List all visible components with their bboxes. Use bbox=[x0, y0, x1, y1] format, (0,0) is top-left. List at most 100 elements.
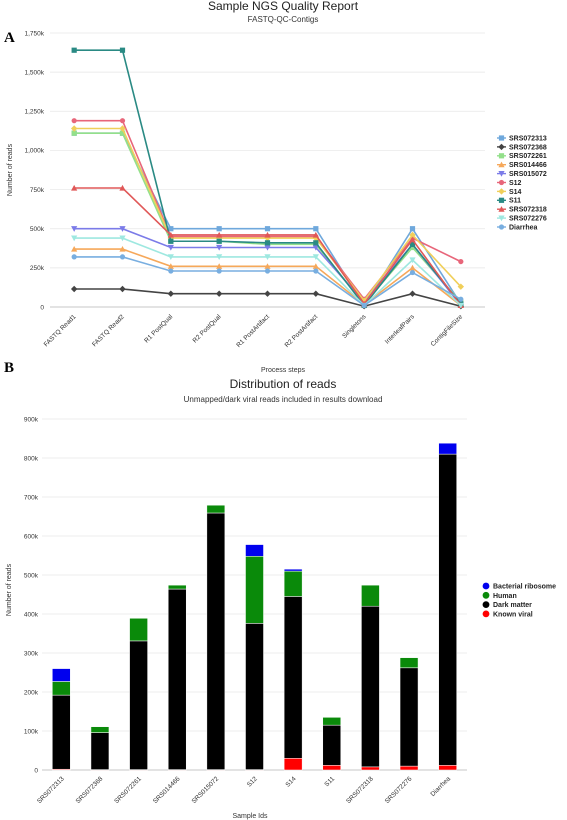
bar-segment-known-viral bbox=[322, 765, 342, 771]
line-point bbox=[71, 254, 77, 260]
line-point bbox=[312, 231, 319, 238]
legend-item-dark-matter: Dark matter bbox=[482, 601, 532, 609]
bar-chart-y-tick-label: 0 bbox=[34, 767, 38, 774]
line-point bbox=[119, 285, 126, 293]
legend-item-s12: S12 bbox=[497, 179, 522, 187]
line-chart-y-axis-label: Number of reads bbox=[7, 143, 14, 196]
line-point bbox=[409, 257, 416, 264]
line-point bbox=[215, 290, 223, 297]
legend-item-srs072313: SRS072313 bbox=[497, 135, 547, 142]
line-point bbox=[119, 130, 126, 136]
bar-segment-bacterial-ribosome bbox=[52, 668, 71, 682]
bar-segment-dark-matter bbox=[167, 588, 187, 770]
line-point bbox=[216, 238, 222, 244]
bar-chart-x-tick-label: S11 bbox=[323, 775, 336, 788]
bar-segment-dark-matter bbox=[52, 694, 71, 770]
line-point bbox=[167, 231, 174, 238]
line-point bbox=[71, 226, 78, 232]
legend-label: Known viral bbox=[493, 611, 533, 618]
line-point bbox=[216, 231, 223, 238]
line-chart-y-tick-label: 750k bbox=[30, 187, 45, 194]
line-point bbox=[71, 47, 77, 53]
bar-chart-y-tick-label: 500k bbox=[24, 572, 39, 579]
bar-chart-x-tick-label: Diarrhea bbox=[430, 775, 453, 798]
legend-label: SRS072276 bbox=[509, 216, 547, 223]
line-point bbox=[167, 254, 174, 260]
bar-segment-human bbox=[399, 657, 419, 669]
legend-item-bacterial-ribosome: Bacterial ribosome bbox=[482, 582, 556, 591]
line-chart-x-axis-label: Process steps bbox=[261, 367, 305, 374]
legend-item-known-viral: Known viral bbox=[482, 610, 533, 618]
legend-marker bbox=[498, 171, 505, 177]
line-point bbox=[216, 268, 222, 274]
line-series-srs072261 bbox=[71, 130, 464, 307]
line-point bbox=[409, 244, 416, 251]
line-chart-subtitle: FASTQ-QC-Contigs bbox=[248, 15, 319, 24]
line-point bbox=[312, 254, 319, 260]
line-point bbox=[264, 240, 271, 246]
line-point bbox=[313, 240, 319, 246]
bar-chart-y-tick-label: 900k bbox=[24, 416, 39, 423]
line-point bbox=[216, 263, 223, 269]
line-point bbox=[167, 290, 175, 297]
line-point bbox=[409, 231, 416, 239]
legend-label: SRS015072 bbox=[509, 171, 547, 178]
line-point bbox=[119, 184, 126, 191]
line-point bbox=[216, 226, 222, 232]
legend-label: S11 bbox=[509, 198, 521, 205]
line-chart-x-tick-label: Singletons bbox=[341, 313, 368, 340]
bar-segment-known-viral bbox=[283, 758, 303, 771]
bar-segment-human bbox=[361, 584, 380, 607]
bar-segment-dark-matter bbox=[129, 640, 148, 770]
bar-chart-y-tick-label: 800k bbox=[24, 455, 39, 462]
bar-segment-dark-matter bbox=[206, 512, 226, 770]
legend-label: Diarrhea bbox=[509, 224, 538, 231]
line-point bbox=[119, 47, 126, 53]
line-point bbox=[119, 254, 126, 260]
bar-chart-y-tick-label: 100k bbox=[24, 728, 39, 735]
line-chart-y-tick-label: 500k bbox=[30, 226, 45, 233]
line-point bbox=[409, 241, 416, 247]
bar-chart-x-tick-label: SRS072368 bbox=[75, 775, 105, 805]
line-point bbox=[71, 235, 78, 242]
bar-chart-x-tick-label: SRS072313 bbox=[36, 775, 66, 805]
line-point bbox=[168, 238, 174, 244]
bar-chart-y-tick-label: 700k bbox=[24, 494, 39, 501]
line-point bbox=[119, 226, 126, 232]
bar-chart-x-tick-label: SRS072261 bbox=[113, 775, 143, 805]
line-chart-x-tick-label: R1 PostArtifact bbox=[235, 313, 271, 349]
line-point bbox=[458, 258, 464, 265]
line-point bbox=[313, 226, 319, 232]
line-series-srs072368 bbox=[70, 285, 465, 310]
line-point bbox=[457, 283, 465, 290]
line-point bbox=[457, 302, 464, 309]
legend-item-s14: S14 bbox=[497, 188, 522, 196]
line-point bbox=[70, 285, 78, 293]
line-chart-x-tick-label: FASTQ Read1 bbox=[43, 313, 78, 348]
bar-segment-dark-matter bbox=[322, 724, 342, 766]
bar-segment-known-viral bbox=[361, 766, 380, 771]
bar-chart-title: Distribution of reads bbox=[230, 377, 337, 391]
bar-segment-human bbox=[206, 504, 226, 514]
bar-chart-x-tick-label: SRS072318 bbox=[345, 775, 375, 805]
legend-label: S14 bbox=[509, 189, 522, 196]
bar-segment-human bbox=[245, 556, 264, 624]
legend-label: Bacterial ribosome bbox=[493, 584, 556, 591]
line-point bbox=[409, 264, 416, 271]
line-point bbox=[409, 236, 416, 243]
legend-marker bbox=[498, 224, 505, 230]
line-point bbox=[168, 268, 174, 274]
line-point bbox=[168, 226, 174, 232]
legend-item-diarrhea: Diarrhea bbox=[497, 224, 538, 231]
line-point bbox=[264, 254, 271, 260]
legend-item-srs072276: SRS072276 bbox=[497, 215, 547, 223]
line-point bbox=[409, 290, 416, 297]
legend-dot bbox=[482, 610, 490, 618]
line-chart-x-tick-label: R1 PostQual bbox=[143, 313, 174, 344]
line-chart-x-tick-label: FASTQ Read2 bbox=[91, 313, 126, 348]
line-point bbox=[361, 302, 367, 309]
legend-label: SRS072368 bbox=[509, 144, 547, 151]
line-chart-title: Sample NGS Quality Report bbox=[208, 0, 359, 13]
bar-chart-y-tick-label: 300k bbox=[24, 650, 39, 657]
line-point bbox=[119, 125, 126, 132]
